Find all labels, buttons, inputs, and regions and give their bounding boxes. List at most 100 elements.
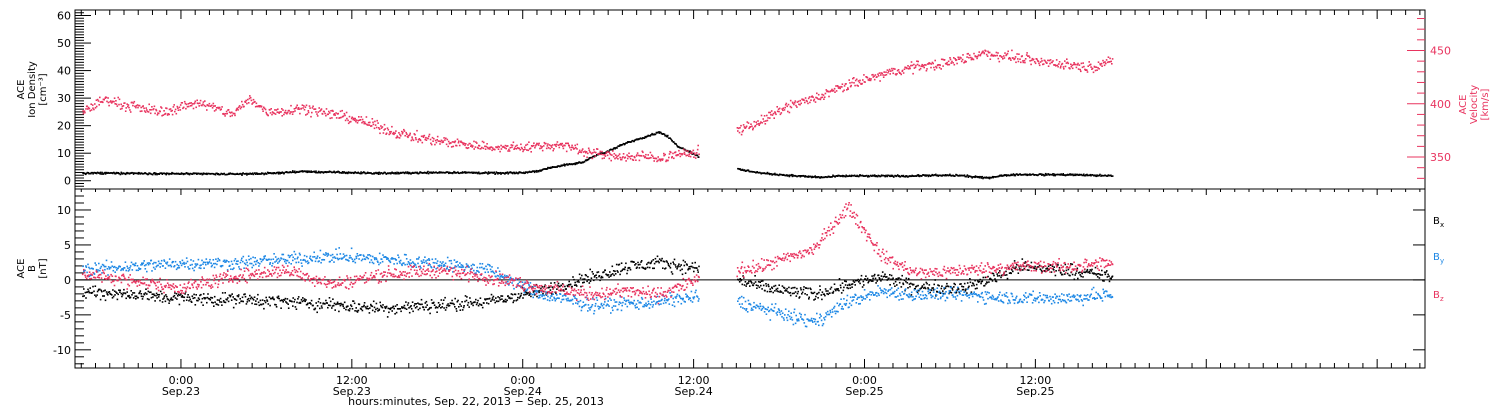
data-point	[461, 141, 463, 144]
data-point	[159, 266, 161, 268]
data-point	[264, 108, 267, 111]
data-point	[416, 305, 418, 308]
data-point	[937, 175, 939, 177]
data-point	[960, 283, 962, 285]
data-point	[740, 133, 743, 136]
data-point	[240, 173, 242, 175]
data-point	[182, 296, 184, 298]
data-point	[580, 151, 583, 154]
data-point	[1060, 273, 1063, 276]
data-point	[487, 263, 489, 266]
data-point	[638, 308, 640, 310]
data-point	[858, 174, 861, 177]
data-point	[277, 297, 279, 299]
data-point	[308, 105, 311, 107]
data-point	[916, 60, 918, 62]
data-point	[996, 54, 998, 57]
data-point	[412, 139, 415, 142]
data-point	[99, 173, 101, 175]
data-point	[526, 293, 528, 295]
data-point	[442, 299, 445, 301]
data-point	[483, 141, 485, 144]
data-point	[489, 146, 492, 149]
data-point	[540, 147, 543, 149]
data-point	[397, 171, 400, 174]
data-point	[979, 53, 982, 56]
data-point	[349, 254, 351, 257]
data-point	[218, 106, 221, 109]
data-point	[642, 305, 644, 308]
data-point	[1019, 269, 1022, 272]
data-point	[83, 270, 85, 272]
data-point	[1034, 265, 1036, 268]
data-point	[249, 96, 252, 99]
data-point	[163, 295, 166, 297]
data-point	[265, 296, 267, 299]
data-point	[467, 147, 470, 149]
data-point	[812, 96, 814, 98]
data-point	[430, 306, 432, 309]
data-point	[1060, 272, 1062, 274]
data-point	[130, 261, 133, 264]
data-point	[1030, 266, 1032, 269]
data-point	[317, 300, 320, 303]
data-point	[366, 256, 368, 259]
data-point	[511, 172, 514, 175]
data-point	[1064, 273, 1066, 275]
data-point	[607, 274, 610, 276]
data-point	[635, 303, 638, 305]
data-point	[636, 138, 638, 141]
data-point	[230, 260, 233, 263]
data-point	[954, 283, 956, 286]
data-point	[157, 294, 159, 296]
data-point	[239, 107, 242, 110]
data-point	[662, 302, 665, 305]
data-point	[578, 149, 581, 152]
data-point	[808, 296, 810, 299]
data-point	[306, 255, 308, 258]
data-point	[673, 263, 675, 265]
data-point	[321, 307, 323, 309]
data-point	[840, 286, 842, 289]
data-point	[298, 252, 301, 255]
data-point	[1066, 61, 1069, 64]
data-point	[504, 300, 506, 303]
data-point	[116, 105, 119, 107]
data-point	[551, 299, 554, 301]
data-point	[411, 301, 414, 303]
data-point	[810, 99, 812, 101]
data-point	[768, 111, 770, 114]
data-point	[501, 298, 503, 300]
data-point	[171, 261, 173, 264]
data-point	[561, 283, 564, 285]
data-point	[1023, 59, 1026, 62]
data-point	[319, 172, 322, 174]
data-point	[184, 293, 186, 295]
data-point	[1099, 64, 1102, 66]
data-point	[238, 302, 241, 304]
data-point	[593, 312, 595, 315]
data-point	[757, 122, 760, 125]
data-point	[921, 63, 923, 66]
data-point	[626, 269, 629, 272]
data-point	[122, 292, 125, 294]
data-point	[743, 126, 746, 128]
data-point	[122, 267, 124, 270]
data-point	[110, 294, 113, 296]
data-point	[329, 304, 331, 307]
data-point	[618, 301, 621, 303]
data-point	[1014, 267, 1017, 270]
data-point	[134, 295, 136, 298]
data-point	[1086, 173, 1088, 176]
data-point	[747, 169, 750, 171]
data-point	[1105, 271, 1107, 274]
data-point	[140, 264, 142, 266]
data-point	[231, 293, 233, 295]
data-point	[345, 171, 348, 174]
data-point	[423, 171, 426, 174]
data-point	[506, 171, 509, 173]
data-point	[171, 299, 174, 301]
data-point	[227, 297, 229, 299]
data-point	[667, 298, 670, 300]
data-point	[537, 297, 540, 299]
